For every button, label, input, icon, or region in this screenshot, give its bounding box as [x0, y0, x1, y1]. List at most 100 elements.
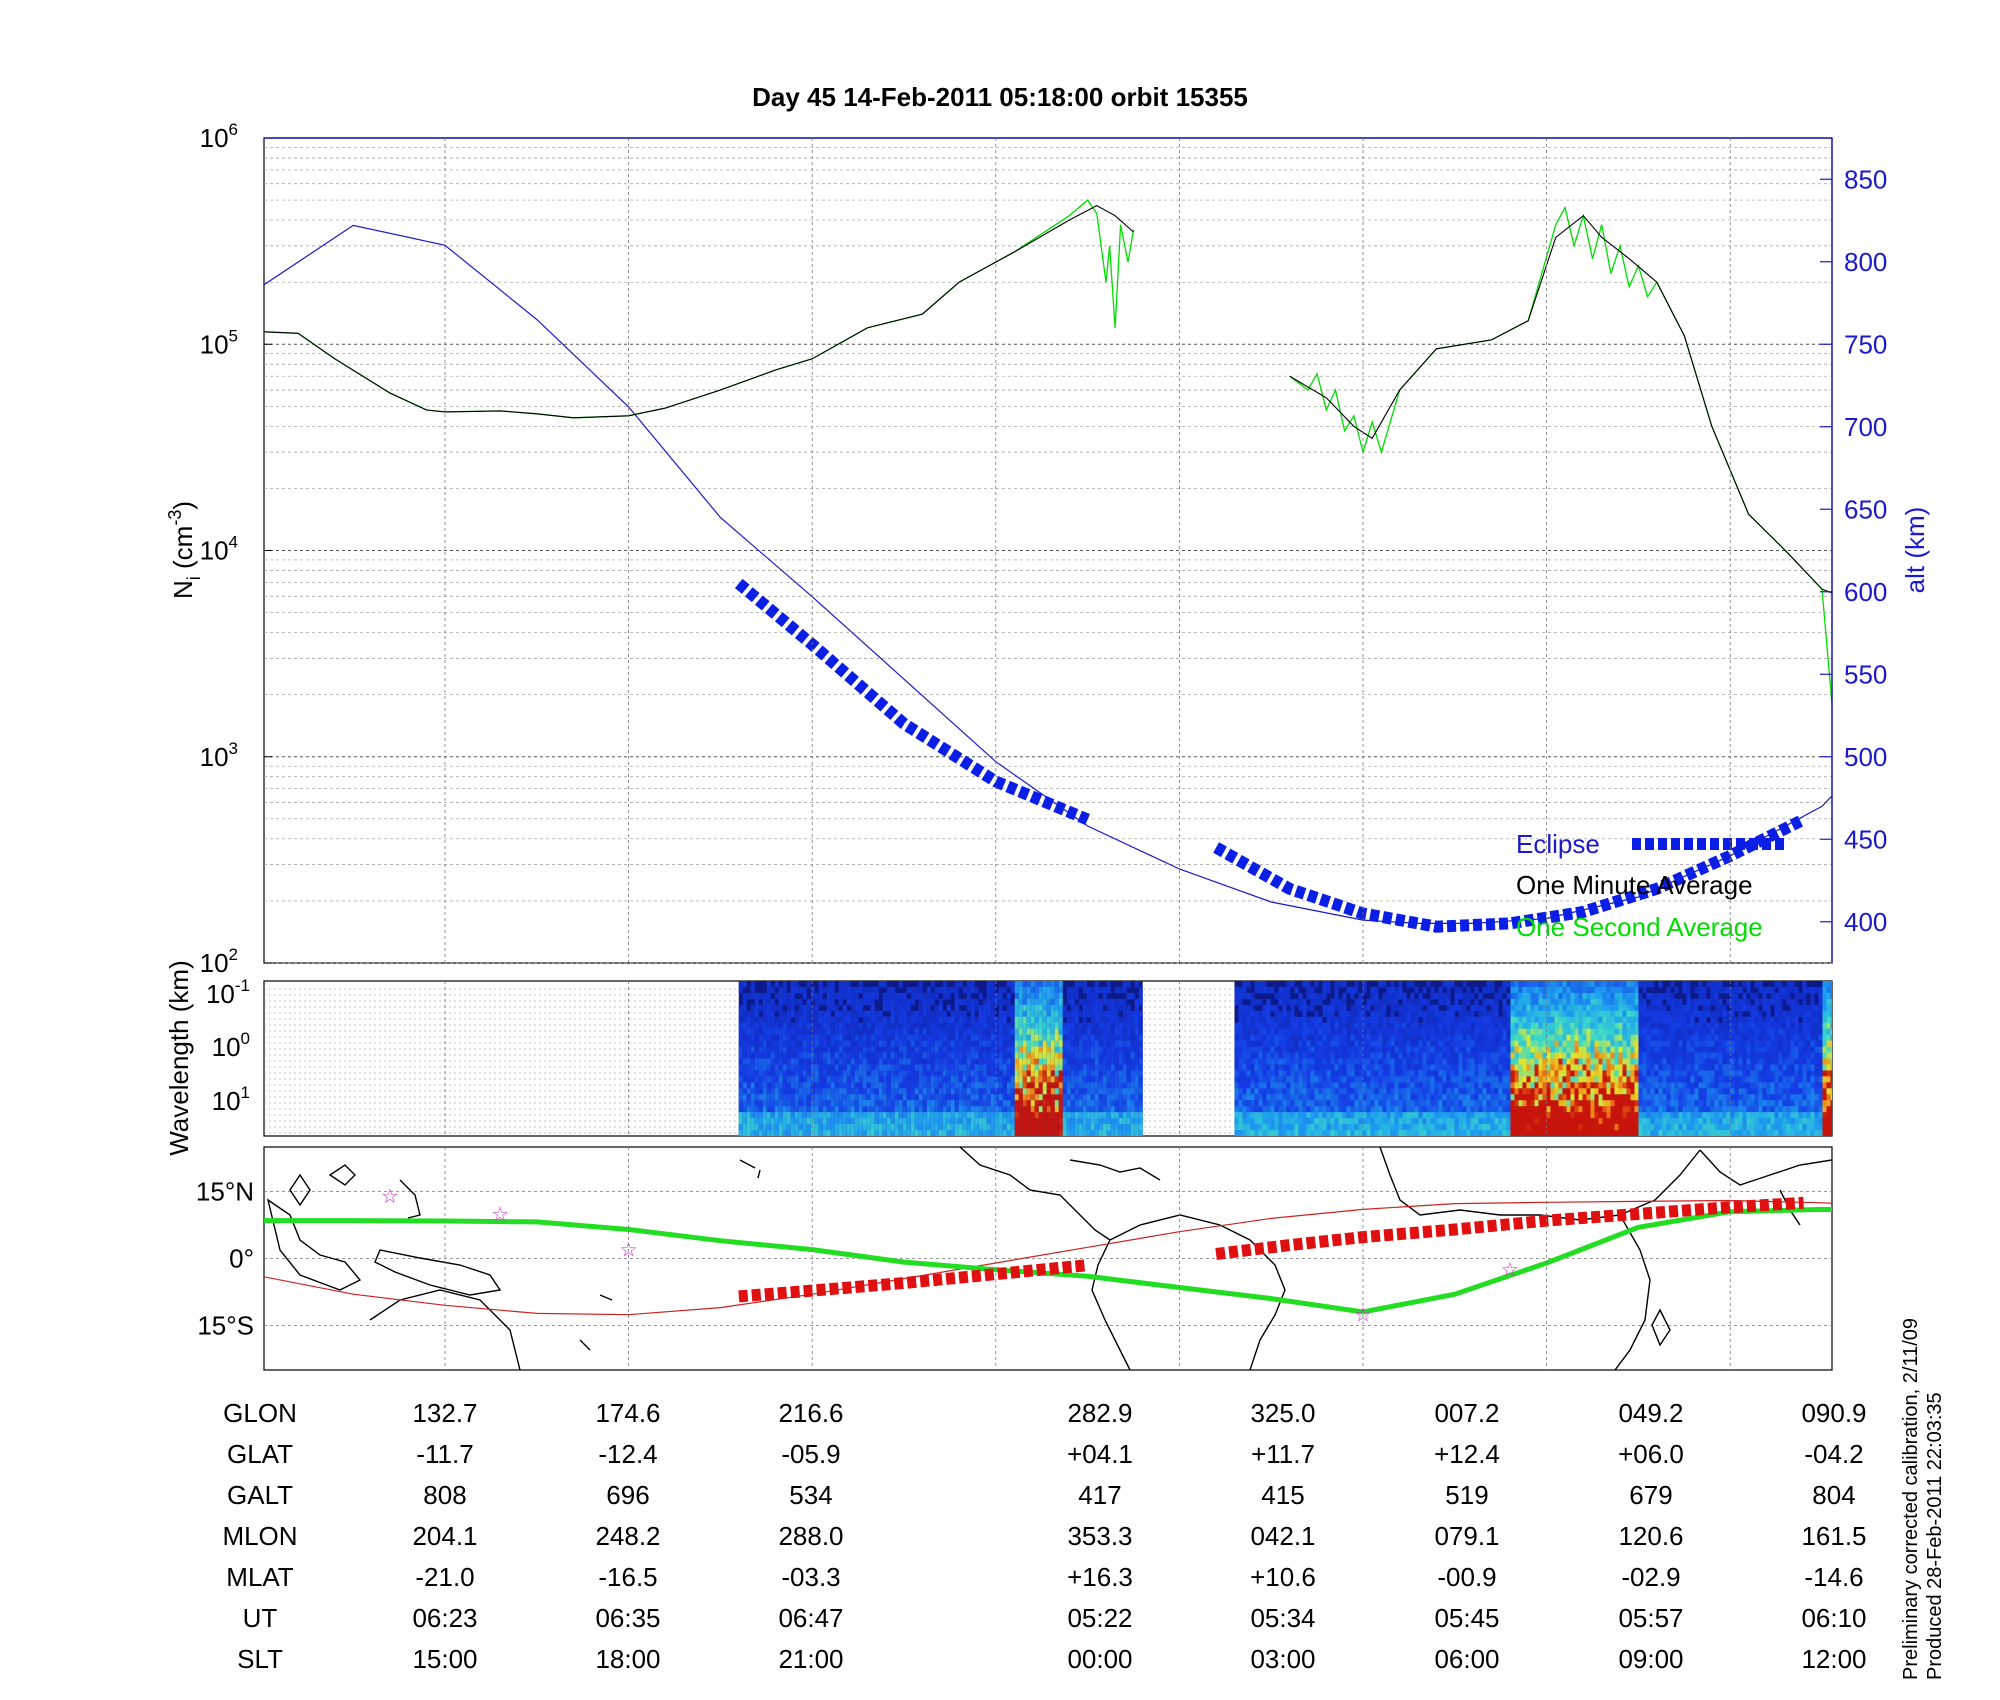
spectrogram-cell — [1294, 998, 1299, 1006]
spectrogram-cell — [1382, 1034, 1387, 1042]
spectrogram-cell — [778, 1076, 783, 1083]
spectrogram-cell — [826, 1010, 831, 1018]
spectrogram-cell — [1238, 1106, 1243, 1113]
spectrogram-cell — [1326, 1118, 1331, 1125]
spectrogram-cell — [854, 1070, 859, 1077]
spectrogram-cell — [950, 1118, 955, 1125]
spectrogram-cell — [762, 1100, 767, 1107]
spectrogram-cell — [1370, 1088, 1375, 1095]
spectrogram-cell — [926, 1028, 931, 1036]
spectrogram-cell — [1134, 1100, 1139, 1107]
spectrogram-cell — [1282, 998, 1287, 1006]
spectrogram-cell — [1486, 1016, 1491, 1024]
spectrogram-cell — [746, 1040, 751, 1048]
spectrogram-cell — [1246, 1106, 1251, 1113]
density-y-tick-label: 104 — [200, 533, 238, 566]
spectrogram-cell — [1114, 1004, 1119, 1012]
spectrogram-cell — [786, 1052, 791, 1059]
spectrogram-cell — [1094, 1010, 1099, 1018]
spectrogram-cell — [862, 1106, 867, 1113]
spectrogram-cell — [1490, 1028, 1495, 1036]
spectrogram-cell — [894, 1130, 899, 1136]
spectrogram-cell — [1538, 1064, 1543, 1071]
spectrogram-cell — [1490, 1100, 1495, 1107]
spectrogram-cell — [922, 1016, 927, 1024]
spectrogram-cell — [1610, 1040, 1615, 1048]
spectrogram-cell — [1318, 1124, 1323, 1131]
spectrogram-cell — [938, 1082, 943, 1089]
spectrogram-cell — [938, 1088, 943, 1095]
spectrogram-cell — [1398, 1034, 1403, 1042]
spectrogram-cell — [890, 1070, 895, 1077]
spectrogram-cell — [882, 1046, 887, 1054]
spectrogram-cell — [826, 1082, 831, 1089]
spectrogram-cell — [1134, 998, 1139, 1006]
spectrogram-cell — [938, 1118, 943, 1125]
spectrogram-cell — [1598, 1022, 1603, 1030]
spectrogram-cell — [1266, 1118, 1271, 1125]
spectrogram-cell — [822, 1088, 827, 1095]
spectrogram-cell — [950, 1058, 955, 1065]
spectrogram-cell — [786, 1112, 791, 1119]
spectrogram-cell — [1514, 1058, 1519, 1065]
spectrogram-cell — [1446, 1082, 1451, 1089]
spectrogram-cell — [1018, 981, 1023, 988]
spectrogram-cell — [950, 1094, 955, 1101]
spectrogram-cell — [1574, 1022, 1579, 1030]
spectrogram-cell — [1510, 1130, 1515, 1136]
spectrogram-cell — [1106, 1004, 1111, 1012]
spectrogram-cell — [1010, 1094, 1015, 1101]
spectrogram-cell — [1018, 1118, 1023, 1125]
spectrogram-cell — [1598, 992, 1603, 1000]
spectrogram-cell — [1238, 1046, 1243, 1054]
spectrogram-cell — [1486, 1076, 1491, 1083]
spectrogram-cell — [1506, 1040, 1511, 1048]
spectrogram-cell — [822, 998, 827, 1006]
spectrogram-cell — [1526, 1058, 1531, 1065]
spectrogram-cell — [974, 1082, 979, 1089]
spectrogram-cell — [1458, 1046, 1463, 1054]
spectrogram-cell — [1122, 1112, 1127, 1119]
spectrogram-cell — [1390, 1016, 1395, 1024]
spectrogram-cell — [990, 1010, 995, 1018]
spectrogram-cell — [1334, 1004, 1339, 1012]
spectrogram-cell — [1474, 1130, 1479, 1136]
spectrogram-cell — [902, 1100, 907, 1107]
spectrogram-cell — [778, 998, 783, 1006]
spectrogram-cell — [1274, 1010, 1279, 1018]
spectrogram-cell — [1514, 1100, 1519, 1107]
spectrogram-cell — [958, 1106, 963, 1113]
spectrogram-cell — [1414, 1076, 1419, 1083]
spectrogram-cell — [1346, 1022, 1351, 1030]
spectrogram-cell — [1490, 1124, 1495, 1131]
spectrogram-cell — [1502, 1022, 1507, 1030]
spectrogram-cell — [870, 1064, 875, 1071]
spectrogram-cell — [1618, 1028, 1623, 1036]
spectrogram-cell — [1362, 1040, 1367, 1048]
spectrogram-cell — [926, 1034, 931, 1042]
spectrogram-cell — [1302, 1076, 1307, 1083]
spectrogram-cell — [926, 1082, 931, 1089]
spectrogram-cell — [1366, 1064, 1371, 1071]
spectrogram-cell — [874, 1094, 879, 1101]
spectrogram-cell — [1334, 1046, 1339, 1054]
spectrogram-cell — [1298, 1130, 1303, 1136]
spectrogram-cell — [1614, 1076, 1619, 1083]
spectrogram-cell — [1434, 1082, 1439, 1089]
spectrogram-cell — [766, 1010, 771, 1018]
spectrogram-cell — [1614, 1022, 1619, 1030]
spectrogram-cell — [974, 1094, 979, 1101]
spectrogram-cell — [1262, 1094, 1267, 1101]
spectrogram-cell — [1542, 981, 1547, 988]
spectrogram-cell — [774, 1130, 779, 1136]
spectrogram-cell — [1382, 998, 1387, 1006]
spectrogram-cell — [1314, 1076, 1319, 1083]
spectrogram-cell — [1310, 992, 1315, 1000]
spectrogram-cell — [1358, 1022, 1363, 1030]
spectrogram-cell — [1542, 1100, 1547, 1107]
spectrogram-cell — [834, 1010, 839, 1018]
spectrogram-cell — [1074, 981, 1079, 988]
spectrogram-cell — [934, 1070, 939, 1077]
spectrogram-cell — [1414, 1112, 1419, 1119]
spectrogram-cell — [890, 1046, 895, 1054]
